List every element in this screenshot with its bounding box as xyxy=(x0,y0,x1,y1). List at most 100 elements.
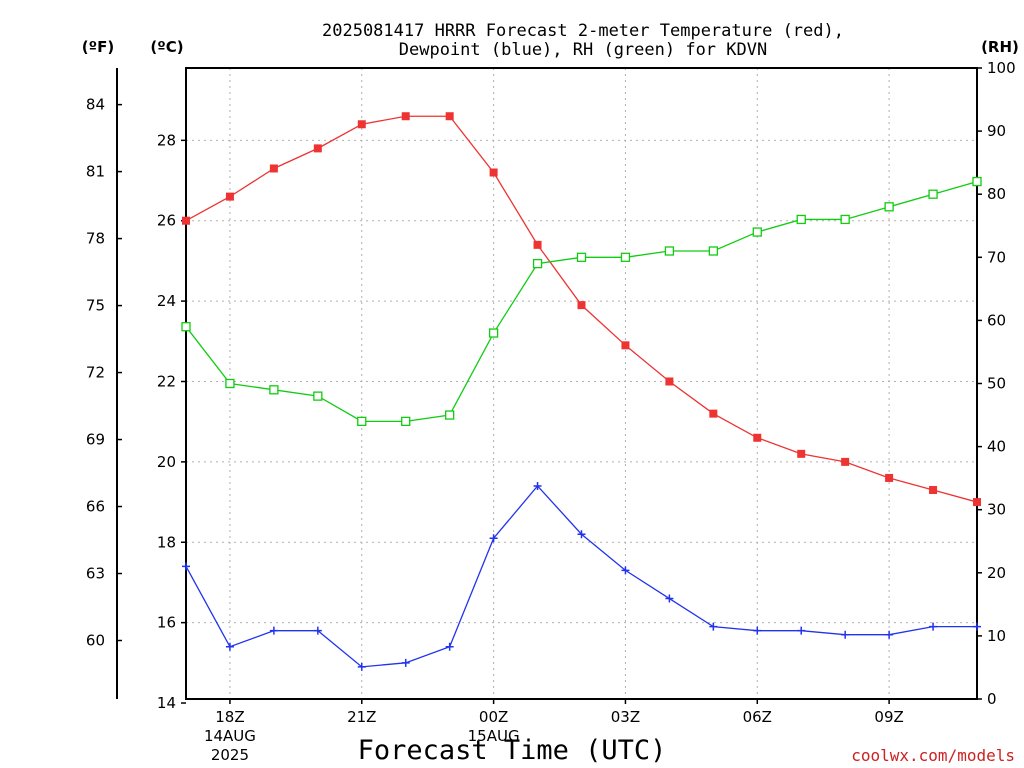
temperature-point xyxy=(709,409,718,418)
temperature-point xyxy=(357,120,366,129)
temperature-line xyxy=(185,115,978,503)
temperature-point xyxy=(841,457,850,466)
rh-tick-label: 50 xyxy=(987,375,1006,393)
temperature-point xyxy=(225,192,234,201)
rh-series xyxy=(181,176,982,427)
temperature-point xyxy=(269,164,278,173)
rh-point xyxy=(972,176,982,187)
dewpoint-point xyxy=(929,622,938,631)
rh-point xyxy=(576,252,587,262)
temperature-point xyxy=(489,168,498,177)
dewpoint-point xyxy=(797,626,806,635)
temperature-point xyxy=(401,112,410,121)
plot-frame xyxy=(185,67,978,700)
dewpoint-point xyxy=(533,481,542,490)
fahrenheit-tick-label: 81 xyxy=(86,163,105,181)
temperature-series xyxy=(182,112,981,507)
x-tick-label: 03Z xyxy=(611,708,640,726)
dewpoint-point xyxy=(489,534,498,543)
dewpoint-series xyxy=(182,481,981,671)
rh-point xyxy=(840,214,850,225)
x-tick-date: 15AUG xyxy=(468,727,520,745)
temperature-point xyxy=(313,144,322,153)
dewpoint-point xyxy=(269,626,278,635)
temperature-point xyxy=(533,240,542,249)
rh-point xyxy=(532,258,543,269)
rh-point xyxy=(708,246,718,256)
celsius-tick-label: 14 xyxy=(157,694,176,712)
dewpoint-point xyxy=(621,566,630,575)
dewpoint-point xyxy=(885,630,894,639)
rh-tick-label: 40 xyxy=(987,438,1006,456)
celsius-tick-label: 16 xyxy=(157,614,176,632)
temperature-point xyxy=(577,301,586,310)
fahrenheit-tick-label: 78 xyxy=(86,230,105,248)
temperature-point xyxy=(973,498,981,507)
temperature-point xyxy=(621,341,630,350)
credit-text: coolwx.com/models xyxy=(851,746,1015,765)
rh-tick-label: 80 xyxy=(987,185,1006,203)
dewpoint-point xyxy=(182,562,190,571)
dewpoint-point xyxy=(577,530,586,539)
x-tick-label: 06Z xyxy=(743,708,772,726)
temperature-point xyxy=(929,486,938,495)
chart-title-line-2: Dewpoint (blue), RH (green) for KDVN xyxy=(399,40,767,60)
celsius-tick-label: 18 xyxy=(157,533,176,551)
rh-point xyxy=(664,246,675,256)
rh-point xyxy=(181,322,191,332)
x-tick-label: 21Z xyxy=(347,708,376,726)
rh-tick-label: 30 xyxy=(987,501,1006,519)
rh-tick-label: 10 xyxy=(987,627,1006,645)
temperature-point xyxy=(182,216,190,225)
rh-point xyxy=(796,214,806,225)
rh-point xyxy=(357,416,367,427)
celsius-tick-label: 26 xyxy=(157,212,176,230)
x-tick-label: 00Z xyxy=(479,708,508,726)
dewpoint-point xyxy=(973,622,981,631)
dewpoint-point xyxy=(841,630,850,639)
dewpoint-point xyxy=(357,662,366,671)
rh-point xyxy=(752,227,762,237)
fahrenheit-tick-label: 84 xyxy=(86,96,105,114)
x-tick-date: 14AUG xyxy=(204,727,256,745)
rh-point xyxy=(269,385,279,395)
rh-point xyxy=(225,378,235,389)
rh-point xyxy=(445,410,455,420)
rh-point xyxy=(928,189,938,199)
x-axis-title: Forecast Time (UTC) xyxy=(358,735,667,766)
rh-unit-label: (RH) xyxy=(981,38,1019,56)
fahrenheit-tick-label: 75 xyxy=(86,297,105,315)
x-tick-label: 09Z xyxy=(874,708,903,726)
rh-tick-label: 0 xyxy=(987,690,997,708)
fahrenheit-unit-label: (ºF) xyxy=(82,38,114,56)
dewpoint-point xyxy=(401,658,410,667)
dewpoint-point xyxy=(225,642,234,651)
dewpoint-point xyxy=(445,642,454,651)
celsius-unit-label: (ºC) xyxy=(150,38,183,56)
dewpoint-point xyxy=(313,626,322,635)
celsius-tick-label: 20 xyxy=(157,453,176,471)
rh-tick-label: 70 xyxy=(987,248,1006,266)
rh-point xyxy=(313,391,323,401)
temperature-point xyxy=(753,433,762,442)
rh-tick-label: 20 xyxy=(987,564,1006,582)
x-tick-label: 18Z xyxy=(215,708,244,726)
dewpoint-line xyxy=(185,485,977,668)
rh-tick-label: 60 xyxy=(987,311,1006,329)
temperature-point xyxy=(665,377,674,386)
temperature-point xyxy=(797,449,806,458)
rh-tick-label: 100 xyxy=(987,59,1016,77)
rh-point xyxy=(620,252,631,262)
celsius-tick-label: 24 xyxy=(157,292,176,310)
fahrenheit-tick-label: 66 xyxy=(86,498,105,516)
dewpoint-point xyxy=(665,594,674,603)
rh-point xyxy=(488,328,499,338)
series xyxy=(181,112,982,671)
rh-point xyxy=(884,202,894,212)
fahrenheit-tick-label: 72 xyxy=(86,364,105,382)
fahrenheit-tick-label: 60 xyxy=(86,631,105,649)
grid xyxy=(186,68,977,699)
x-tick-year: 2025 xyxy=(211,746,249,764)
